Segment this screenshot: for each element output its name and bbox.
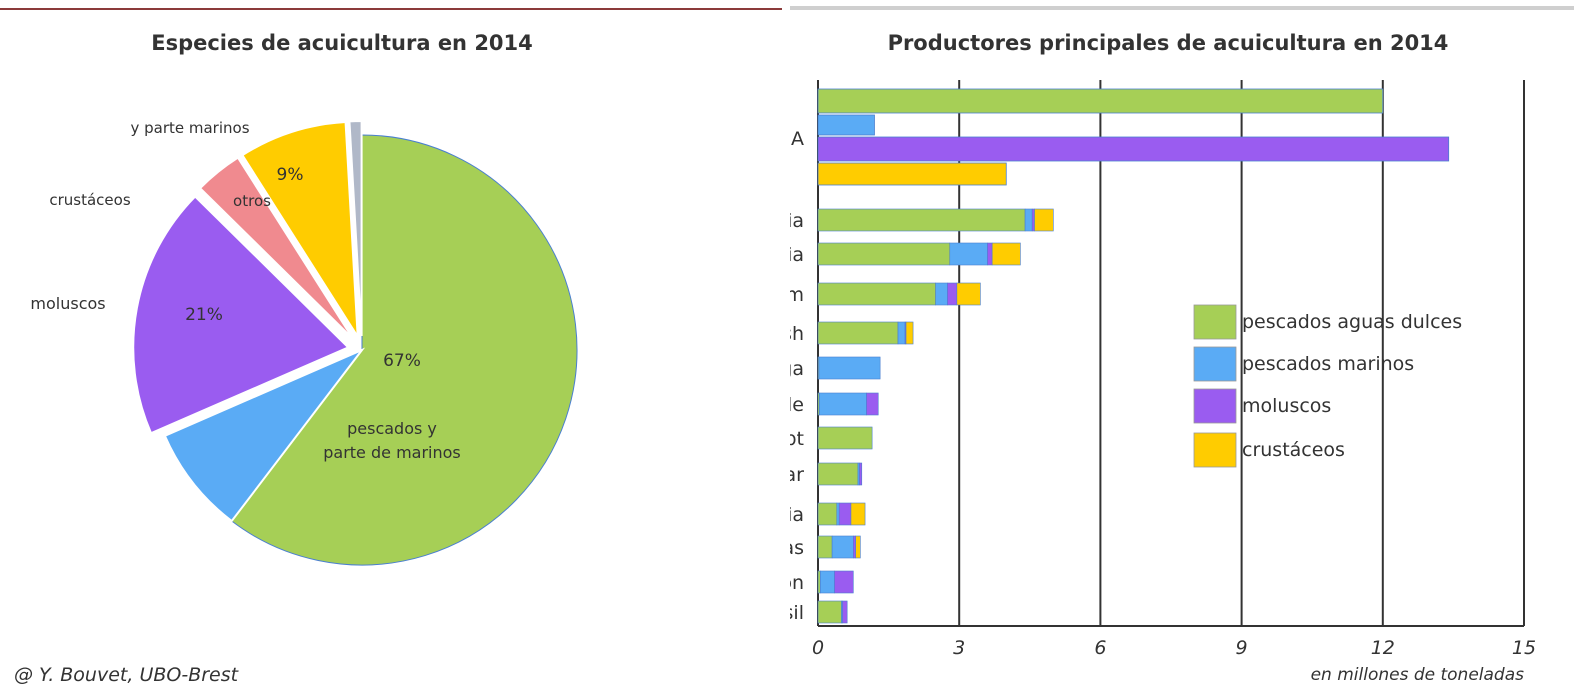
pie-slice-5 — [348, 120, 363, 337]
bar-title: Productores principales de acuicultura e… — [888, 31, 1449, 55]
bar-Vietnam-1 — [935, 282, 948, 306]
category-label: Noruega — [790, 358, 804, 380]
bar-Indonesia-1 — [949, 242, 988, 266]
pie-chart: Especies de acuicultura en 2014 67% 21% 9%… — [30, 31, 578, 566]
pie-side-label-1: y parte marinos — [130, 119, 249, 137]
bar-Brasil-0 — [817, 600, 842, 624]
bar-Filipinas-3 — [855, 535, 861, 559]
x-axis-label: en millones de toneladas — [1311, 665, 1525, 685]
bar-Vietnam-3 — [956, 282, 981, 306]
bar-Egypt-0 — [817, 426, 873, 450]
category-label: Chile — [790, 394, 804, 416]
x-tick-label: 3 — [953, 637, 965, 659]
pie-slice-2 — [132, 195, 350, 435]
bar-India-2 — [1031, 208, 1035, 232]
category-label: Vietnam — [790, 284, 804, 306]
bar-Filipinas-2 — [852, 535, 856, 559]
category-label: Bangladesh — [790, 323, 804, 345]
legend-label-2: moluscos — [1242, 395, 1331, 417]
legend-label-3: crustáceos — [1242, 439, 1345, 461]
credit-text: @ Y. Bouvet, UBO-Brest — [14, 664, 239, 686]
bar-Filipinas-0 — [817, 535, 833, 559]
bar-Vietnam-2 — [947, 282, 958, 306]
bar-Noruega-1 — [818, 356, 881, 380]
bar-Tailandia-3 — [850, 502, 866, 526]
bar-India-1 — [1024, 208, 1033, 232]
category-label: Indonesia — [790, 244, 804, 266]
legend-swatch-3 — [1193, 432, 1237, 468]
bar-Indonesia-2 — [987, 242, 993, 266]
x-tick-label: 0 — [812, 637, 824, 659]
category-label: Myanmar — [790, 464, 804, 486]
pie-value-label-2: 21% — [185, 305, 223, 325]
category-label: Filipinas — [790, 537, 804, 559]
bar-china-2 — [817, 136, 1450, 162]
bar-Japón-1 — [820, 570, 835, 594]
category-label: Egypt — [790, 428, 804, 450]
x-tick-label: 12 — [1371, 637, 1395, 659]
category-label: Tailandia — [790, 504, 804, 526]
x-tick-label: 9 — [1236, 637, 1248, 659]
legend-swatch-0 — [1193, 304, 1237, 340]
bar-Tailandia-2 — [838, 502, 852, 526]
bar-Tailandia-0 — [817, 502, 838, 526]
pie-value-label-4: 9% — [277, 165, 304, 185]
bar-Bangladesh-0 — [817, 321, 899, 345]
pie-slice-1 — [163, 347, 366, 523]
bar-Bangladesh-3 — [905, 321, 914, 345]
bar-Bangladesh-1 — [897, 321, 906, 345]
bar-Chile-2 — [866, 392, 879, 416]
x-tick-label: 15 — [1512, 637, 1536, 659]
bar-Chile-1 — [819, 392, 867, 416]
category-label: Japón — [790, 572, 804, 594]
bar-Japón-0 — [817, 570, 821, 594]
pie-slice-3 — [198, 156, 355, 340]
bar-china-1 — [817, 114, 875, 136]
bar-Japón-2 — [834, 570, 854, 594]
bar-china-3 — [817, 162, 1007, 186]
pie-slice-0 — [231, 134, 578, 566]
top-rule-left — [0, 8, 782, 10]
bar-Indonesia-0 — [817, 242, 951, 266]
legend-swatch-2 — [1193, 388, 1237, 424]
legend-swatch-1 — [1193, 346, 1237, 382]
pie-side-label-4: otros — [233, 192, 271, 210]
bar-chart: Productores principales de acuicultura e… — [790, 31, 1536, 685]
bar-Myanmar-2 — [859, 462, 863, 486]
bar-china-0 — [817, 88, 1384, 114]
category-label-china: CHINA — [790, 128, 804, 150]
bar-Brasil-2 — [842, 600, 848, 624]
bar-Myanmar-0 — [817, 462, 859, 486]
pie-slice-4 — [241, 120, 359, 341]
bar-India-0 — [817, 208, 1026, 232]
pie-side-label-3: moluscos — [30, 294, 105, 313]
pie-slice-0-name-line2: parte de marinos — [323, 443, 461, 462]
pie-title: Especies de acuicultura en 2014 — [151, 31, 533, 55]
bar-Filipinas-1 — [831, 535, 854, 559]
pie-side-label-2: crustáceos — [49, 191, 130, 209]
x-tick-label: 6 — [1094, 637, 1106, 659]
legend-label-0: pescados aguas dulces — [1242, 311, 1462, 333]
category-label: Brasil — [790, 602, 804, 624]
bar-India-3 — [1034, 208, 1054, 232]
legend-label-1: pescados marinos — [1242, 353, 1414, 375]
bar-Indonesia-3 — [991, 242, 1021, 266]
bar-Tailandia-1 — [836, 502, 840, 526]
top-rule-right — [790, 6, 1574, 10]
pie-slice-0-name-line1: pescados y — [347, 419, 437, 438]
category-label: India — [790, 210, 804, 232]
pie-value-label-0: 67% — [383, 351, 421, 371]
bar-Vietnam-0 — [817, 282, 936, 306]
